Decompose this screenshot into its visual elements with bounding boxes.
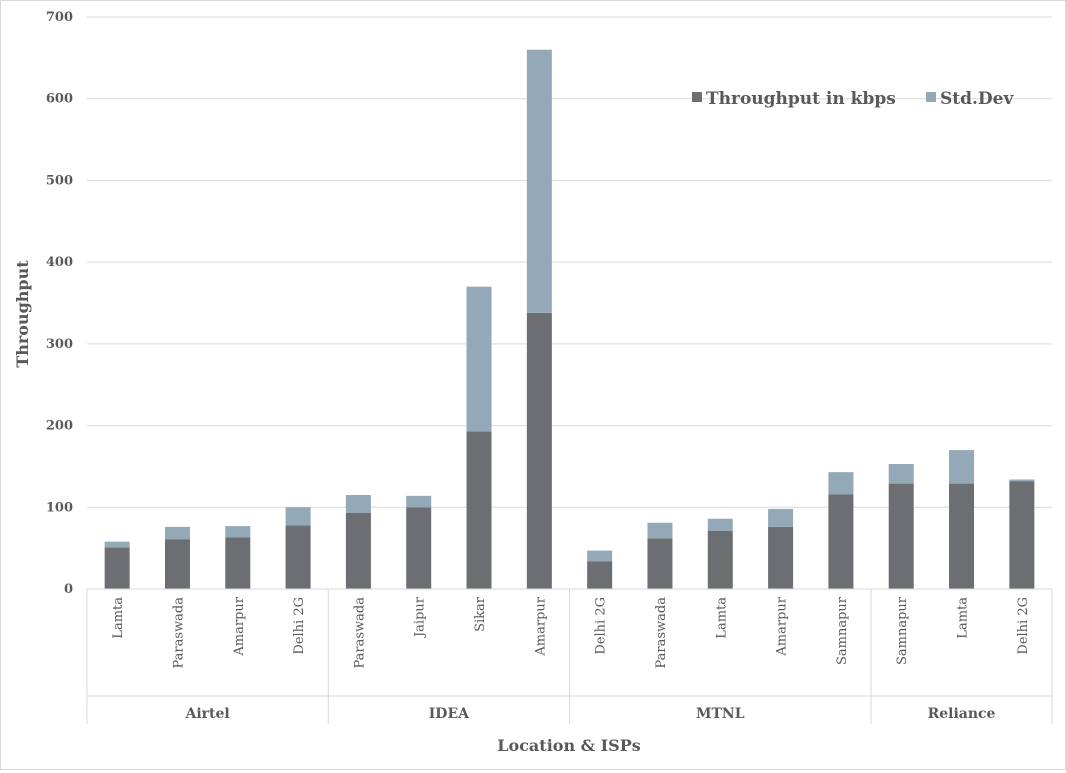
bar-std-dev [345, 495, 371, 514]
bar-throughput [949, 483, 975, 589]
y-tick-label: 100 [46, 500, 73, 515]
bar-std-dev [285, 507, 311, 526]
bar-std-dev [225, 526, 251, 538]
group-label: IDEA [429, 706, 470, 722]
bar-throughput [345, 513, 371, 589]
y-tick-label: 700 [46, 10, 73, 25]
group-label: Airtel [185, 706, 230, 722]
y-tick-label: 500 [46, 173, 73, 188]
y-axis-ticks: 0 100 200 300 400 500 600 700 [46, 10, 73, 597]
bar-throughput [587, 561, 613, 589]
bar-std-dev [104, 541, 130, 548]
bar-throughput [104, 547, 130, 589]
bar-std-dev [1009, 479, 1035, 482]
y-tick-label: 600 [46, 92, 73, 107]
y-tick-label: 300 [46, 337, 73, 352]
bar-std-dev [647, 522, 673, 539]
category-label: Paraswada [352, 597, 367, 669]
bar-throughput [225, 537, 251, 589]
bar-std-dev [406, 495, 432, 508]
category-label: Sikar [473, 596, 488, 632]
legend-swatch [926, 92, 936, 102]
bar-throughput [828, 494, 854, 589]
category-label: Lamta [111, 597, 126, 639]
category-label: Amarpur [775, 596, 790, 656]
legend-label: Throughput in kbps [706, 89, 896, 109]
bar-std-dev [707, 518, 733, 531]
y-axis-title: Throughput [13, 260, 32, 368]
y-tick-label: 200 [46, 419, 73, 434]
category-label: Lamta [714, 597, 729, 639]
bar-throughput [1009, 481, 1035, 589]
legend-label: Std.Dev [940, 89, 1014, 109]
category-label: Amarpur [533, 596, 548, 656]
group-label: MTNL [696, 706, 745, 722]
bar-throughput [888, 483, 914, 589]
bar-std-dev [587, 550, 613, 562]
bar-throughput [768, 526, 794, 589]
y-tick-label: 400 [46, 255, 73, 270]
group-label: Reliance [928, 706, 996, 722]
bar-throughput [526, 312, 552, 589]
category-label: Lamta [956, 597, 971, 639]
category-label: Amarpur [232, 596, 247, 656]
category-label: Delhi 2G [1016, 597, 1031, 655]
y-tick-label: 0 [64, 582, 73, 597]
category-label: Jaipur [413, 596, 428, 639]
bar-std-dev [526, 49, 552, 313]
bar-std-dev [949, 450, 975, 484]
category-label: Samnapur [895, 596, 910, 665]
bar-throughput [406, 507, 432, 589]
gridlines [87, 16, 1052, 590]
category-label: Delhi 2G [594, 597, 609, 655]
bar-throughput [647, 538, 673, 589]
x-axis: Lamta Paraswada Amarpur Delhi 2G Airtel Paras… [86, 588, 1053, 724]
bar-std-dev [164, 526, 190, 540]
category-label: Paraswada [654, 597, 669, 669]
bar-std-dev [466, 286, 492, 432]
bars [104, 49, 1035, 589]
legend: Throughput in kbps Std.Dev [692, 89, 1014, 109]
bar-throughput [285, 525, 311, 589]
x-axis-title: Location & ISPs [497, 736, 640, 755]
bar-std-dev [768, 508, 794, 527]
legend-swatch [692, 92, 702, 102]
bar-std-dev [828, 472, 854, 495]
bar-throughput [707, 530, 733, 589]
bar-throughput [466, 431, 492, 589]
category-label: Samnapur [835, 596, 850, 665]
category-label: Delhi 2G [292, 597, 307, 655]
bar-std-dev [888, 463, 914, 484]
bar-throughput [164, 539, 190, 589]
category-label: Paraswada [171, 597, 186, 669]
